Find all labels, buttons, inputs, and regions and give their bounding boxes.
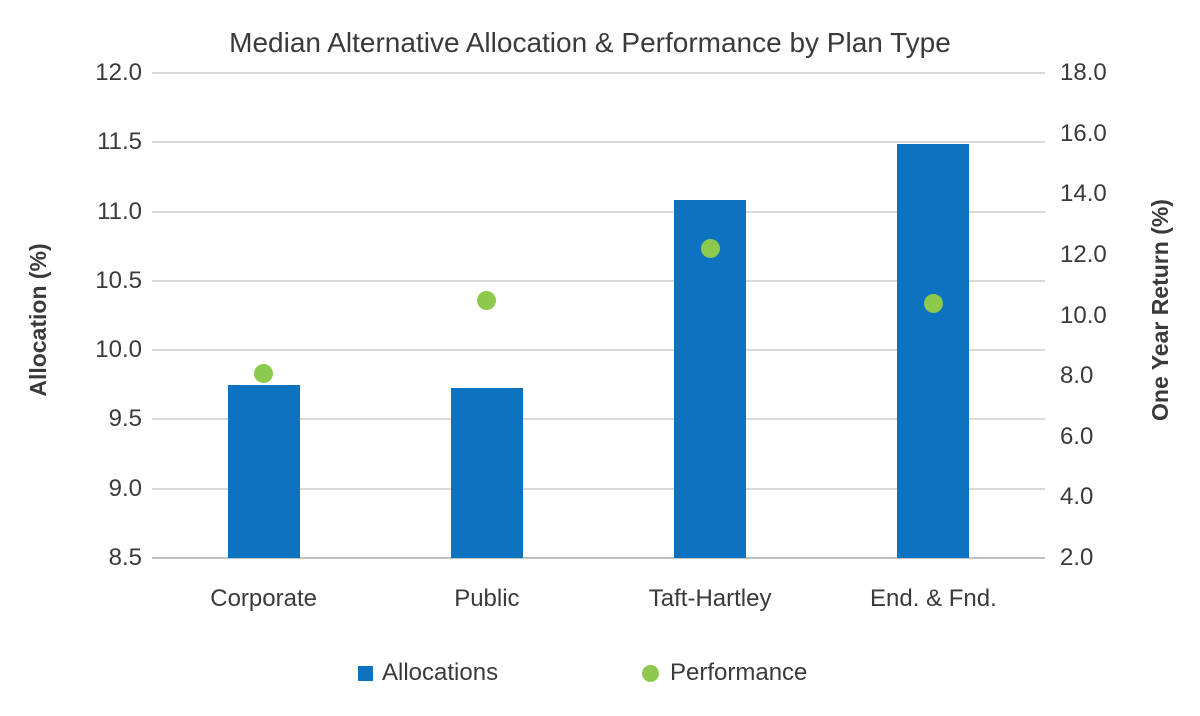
left-axis-tick-label: 9.0: [108, 474, 142, 502]
gridline: [152, 418, 1045, 421]
right-axis-tick-label: 14.0: [1060, 180, 1107, 208]
left-axis-tick-label: 11.0: [97, 197, 142, 225]
right-axis-tick-label: 16.0: [1060, 119, 1107, 147]
gridline: [152, 72, 1045, 74]
right-axis-tick-label: 18.0: [1060, 59, 1107, 86]
allocations-legend-swatch-icon: [358, 666, 373, 681]
right-axis-tick-label: 12.0: [1060, 240, 1107, 268]
allocation-bar: [450, 387, 523, 558]
allocation-bar: [897, 143, 970, 558]
category-label: End. & Fnd.: [870, 585, 997, 612]
performance-legend-swatch-icon: [642, 665, 659, 682]
left-axis-title: Allocation (%): [25, 243, 51, 397]
right-axis-tick-label: 10.0: [1060, 301, 1107, 329]
category-label: Corporate: [210, 585, 317, 612]
left-axis-tick-label: 8.5: [108, 544, 142, 571]
chart-title: Median Alternative Allocation & Performa…: [229, 27, 951, 58]
gridline: [152, 210, 1045, 213]
right-axis-tick-label: 8.0: [1060, 362, 1094, 390]
gridline: [152, 141, 1045, 144]
right-axis-tick-label: 4.0: [1060, 483, 1094, 511]
legend-label-performance: Performance: [670, 659, 808, 686]
left-axis-tick-label: 11.5: [97, 128, 142, 156]
gridline: [152, 349, 1045, 352]
allocation-bar: [227, 384, 300, 558]
right-axis-tick-label: 2.0: [1060, 544, 1094, 571]
gridline: [152, 487, 1045, 490]
right-axis-tick-label: 6.0: [1060, 422, 1094, 450]
left-axis-tick-label: 9.5: [108, 405, 142, 433]
legend-label-allocations: Allocations: [382, 659, 499, 686]
category-label: Public: [454, 585, 520, 612]
gridline: [152, 279, 1045, 282]
x-axis-line: [152, 557, 1045, 559]
left-axis-tick-label: 10.5: [95, 266, 142, 294]
right-axis-title: One Year Return (%): [1147, 199, 1173, 421]
allocation-bar: [674, 200, 747, 558]
performance-dot: [700, 239, 720, 259]
left-axis-tick-label: 12.0: [95, 59, 142, 86]
performance-dot: [477, 290, 497, 310]
performance-dot: [254, 363, 274, 383]
performance-dot: [923, 293, 943, 313]
left-axis-tick-label: 10.0: [95, 336, 142, 364]
category-label: Taft-Hartley: [648, 585, 772, 612]
